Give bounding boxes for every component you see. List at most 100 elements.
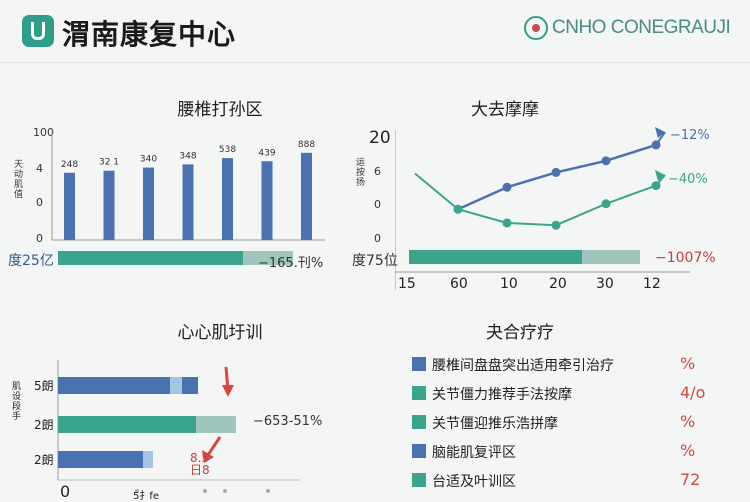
massage-series-2-point-2 xyxy=(453,204,463,214)
massage-xtick-3: 10 xyxy=(500,276,518,292)
lumbar-data-label-2: 32 1 xyxy=(99,158,119,168)
cardio-bar-2 xyxy=(58,416,218,433)
lumbar-bar-3 xyxy=(143,167,154,240)
lumbar-chart-title: 腰椎打孙区 xyxy=(177,100,263,120)
legend-swatch xyxy=(412,444,426,458)
cardio-mid-label: −653-51% xyxy=(253,414,323,429)
massage-series-2-arrow xyxy=(655,170,665,181)
legend-item: 关节僵迎推乐浩拼摩% xyxy=(412,412,712,433)
cardio-bar-1-marker xyxy=(170,377,182,394)
legend-item: 关节僵力推荐手法按摩 4/o xyxy=(412,383,712,404)
massage-ytick-4: 0 xyxy=(374,232,381,245)
legend-value: 72 xyxy=(680,470,701,489)
massage-progress-remainder xyxy=(582,250,640,264)
lumbar-bar-chart: 248 32 1 340 348 538 439 888 xyxy=(51,130,325,265)
massage-series-1-point-3 xyxy=(551,167,561,177)
lumbar-data-label-7: 888 xyxy=(298,140,315,150)
massage-progress-fill xyxy=(409,250,582,264)
massage-series-2-tail xyxy=(655,174,666,187)
massage-series2-label: −40% xyxy=(668,172,708,187)
lumbar-data-label-3: 340 xyxy=(140,155,157,165)
lumbar-ytick-3: 0 xyxy=(36,196,43,209)
lumbar-bar-5 xyxy=(222,158,233,240)
cardio-arrow-2-shaft xyxy=(206,436,222,456)
lumbar-data-label-1: 248 xyxy=(61,160,78,170)
massage-ytick-top: 20 xyxy=(369,128,391,148)
massage-series1-label: −12% xyxy=(670,128,710,143)
cardio-bar-3 xyxy=(58,451,152,468)
cardio-ylabel: 肌 设 段 手 xyxy=(12,382,22,422)
cardio-x-marker-4 xyxy=(266,489,270,493)
cardio-arrow-label: 8.5 日8 xyxy=(190,451,210,477)
massage-xtick-5: 30 xyxy=(596,276,614,292)
massage-ylabel: 运 按 扬 xyxy=(356,158,366,188)
legend-label: 腰椎间盘盘突出适用牵引治疗 xyxy=(432,358,614,374)
lumbar-ylabel: 天 动 肌 值 xyxy=(14,160,24,200)
legend-label: 台适及叶训区 xyxy=(432,474,516,490)
lumbar-progress-fill xyxy=(58,251,243,265)
massage-series-1-point-2 xyxy=(502,182,512,192)
lumbar-bar-1 xyxy=(64,172,75,240)
lumbar-ytick-2: 4 xyxy=(36,162,43,175)
cardio-bar-1 xyxy=(58,377,198,394)
cardio-bar-2-remainder xyxy=(196,416,236,433)
legend-swatch xyxy=(412,357,426,371)
legend-item: 台适及叶训区 72 xyxy=(412,470,712,491)
lumbar-data-label-6: 439 xyxy=(258,148,275,158)
lumbar-bar-4 xyxy=(182,164,194,240)
massage-series-1-tail xyxy=(655,131,666,146)
cardio-xtick-1: 5扌fe xyxy=(133,491,160,502)
cardio-zero-tick: 0 xyxy=(60,482,71,501)
legend-item: 腰椎间盘盘突出适用牵引治疗% xyxy=(412,354,712,375)
lumbar-bar-2 xyxy=(103,170,115,240)
legend-value: % xyxy=(680,441,696,460)
massage-ytick-3: 0 xyxy=(374,198,381,211)
brand-name: CNHO CONEGRAUJI xyxy=(552,17,731,38)
lumbar-progress-label: 度25亿 xyxy=(8,253,54,269)
lumbar-bar-6 xyxy=(261,161,273,240)
massage-xtick-6: 12 xyxy=(643,276,661,292)
massage-series-2-point-4 xyxy=(551,220,561,230)
legend-swatch xyxy=(412,473,426,487)
massage-series-1-line xyxy=(457,143,657,211)
massage-line-chart xyxy=(395,127,690,290)
cardio-chart-title: 心心肌圩训 xyxy=(177,323,263,343)
legend-value: % xyxy=(680,412,696,431)
cardio-category-3: 2朗 xyxy=(34,453,54,467)
lumbar-ytick-top: 100 xyxy=(33,126,54,139)
legend-label: 脑能肌复评区 xyxy=(432,445,516,461)
cardio-arrow-1-head xyxy=(222,385,234,397)
massage-series-1-arrow xyxy=(655,127,665,138)
app-logo xyxy=(22,15,54,47)
cardio-arrow-2-head xyxy=(202,450,214,463)
lumbar-data-label-5: 538 xyxy=(219,145,236,155)
cardio-bar-3-marker xyxy=(143,451,153,468)
cardio-bar-chart: 5朗 2朗 2朗 xyxy=(34,360,300,493)
lumbar-progress-value: −165.刊% xyxy=(258,256,324,271)
massage-progress-value: −1007% xyxy=(655,250,716,266)
legend-label: 关节僵迎推乐浩拼摩 xyxy=(432,416,558,432)
massage-ytick-2: 6 xyxy=(374,165,381,178)
massage-progress-label: 度75位 xyxy=(352,253,398,269)
therapy-title: 夬合疗疗 xyxy=(486,323,554,343)
legend-label: 关节僵力推荐手法按摩 xyxy=(432,387,572,403)
massage-series-2-point-5 xyxy=(601,199,611,209)
massage-xtick-2: 60 xyxy=(450,276,468,292)
massage-xtick-1: 15 xyxy=(398,276,416,292)
massage-xtick-4: 20 xyxy=(549,276,567,292)
page-title: 渭南康复中心 xyxy=(62,18,237,51)
legend-swatch xyxy=(412,386,426,400)
legend-value: % xyxy=(680,354,696,373)
cardio-x-marker-1 xyxy=(135,489,139,493)
massage-chart-title: 大去摩摩 xyxy=(471,100,539,120)
cardio-x-marker-3 xyxy=(223,489,227,493)
massage-series-2-line xyxy=(414,172,657,227)
legend-swatch xyxy=(412,415,426,429)
header-divider xyxy=(0,62,750,63)
legend-value: 4/o xyxy=(680,383,706,402)
cardio-category-2: 2朗 xyxy=(34,418,54,432)
cardio-x-marker-2 xyxy=(203,489,207,493)
lumbar-progress-remainder xyxy=(243,251,293,265)
lumbar-data-label-4: 348 xyxy=(179,151,196,161)
brand-logo-icon xyxy=(524,16,548,40)
